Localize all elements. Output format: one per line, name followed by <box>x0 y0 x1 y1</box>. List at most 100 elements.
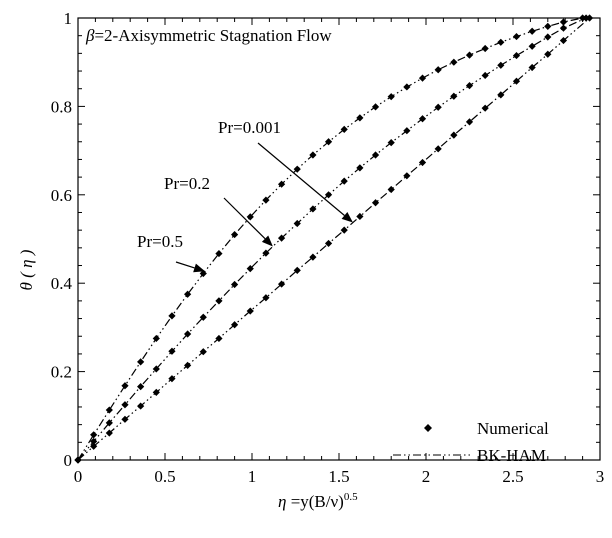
ticks-layer: 0 0.5 1 1.5 2 2.5 3 0 0.2 0.4 0.6 0.8 1 <box>51 9 605 486</box>
y-tick-label: 0.8 <box>51 97 72 116</box>
data-point <box>309 151 317 159</box>
data-point <box>371 199 380 207</box>
data-point <box>371 103 380 111</box>
x-tick-label: 1.5 <box>328 467 349 486</box>
x-tick-label: 1 <box>248 467 257 486</box>
data-point <box>356 212 364 221</box>
data-point <box>324 138 333 146</box>
annotation-label: Pr=0.2 <box>164 174 210 193</box>
data-point <box>371 151 380 159</box>
data-point <box>356 164 364 172</box>
data-point <box>403 172 411 180</box>
chart-title: β=2-Axisymmetric Stagnation Flow <box>85 26 332 45</box>
annotation-label: Pr=0.001 <box>218 118 281 137</box>
data-point <box>121 401 129 409</box>
data-point <box>450 58 458 66</box>
series-layer <box>74 14 594 464</box>
x-tick-label: 3 <box>596 467 605 486</box>
data-point <box>559 36 568 45</box>
data-point <box>293 266 301 274</box>
data-point <box>497 61 505 69</box>
x-axis-title: η =y(B/ν)0.5 <box>278 491 358 511</box>
data-point <box>481 104 489 112</box>
data-point <box>90 442 98 450</box>
legend-label-bkham: BK-HAM <box>477 446 546 465</box>
x-axis-title-main: =y(B/ν) <box>286 492 343 511</box>
data-point <box>121 415 129 423</box>
data-point <box>215 249 223 258</box>
data-point <box>465 82 474 90</box>
data-point <box>246 213 254 221</box>
data-point <box>481 44 489 53</box>
data-point <box>277 280 286 288</box>
legend-marker-numerical <box>424 424 432 432</box>
data-point <box>418 115 427 123</box>
data-point <box>231 280 239 289</box>
annotation-arrowhead <box>341 212 353 223</box>
data-point <box>512 32 521 41</box>
data-point <box>137 383 145 391</box>
data-point <box>309 253 317 261</box>
data-point <box>199 269 207 278</box>
data-point <box>231 230 239 239</box>
data-point <box>585 14 594 22</box>
series-pr-0-2 <box>74 14 590 464</box>
data-point <box>231 321 239 329</box>
data-point <box>324 239 333 248</box>
data-point <box>277 234 286 242</box>
data-point <box>512 77 521 85</box>
data-point <box>512 51 521 60</box>
x-axis-title-sup: 0.5 <box>344 491 358 503</box>
data-point <box>90 437 98 446</box>
data-point <box>262 196 270 204</box>
data-point <box>105 406 113 414</box>
y-tick-label: 0.2 <box>51 363 72 382</box>
x-tick-label: 2.5 <box>502 467 523 486</box>
data-point <box>450 131 458 139</box>
y-tick-label: 0.6 <box>51 186 72 205</box>
annotation-arrowhead <box>261 235 273 247</box>
data-point <box>465 51 474 59</box>
data-point <box>184 290 192 298</box>
data-point <box>544 33 552 41</box>
series-pr-0-5 <box>74 14 587 464</box>
annotation-arrowhead <box>193 263 206 273</box>
x-tick-label: 0.5 <box>154 467 175 486</box>
annotation-arrow <box>223 197 266 240</box>
data-point <box>199 313 207 321</box>
data-point <box>528 27 536 35</box>
data-point <box>544 50 552 58</box>
data-point <box>418 74 427 82</box>
annotation-layer: Pr=0.001 Pr=0.2 Pr=0.5 <box>137 118 353 273</box>
data-point <box>324 191 333 199</box>
data-point <box>559 18 568 26</box>
data-point <box>152 388 160 396</box>
data-point <box>105 429 113 437</box>
data-point <box>246 307 254 315</box>
data-point <box>387 185 395 194</box>
data-point <box>168 347 176 355</box>
data-point <box>262 249 270 257</box>
data-point <box>528 63 536 72</box>
data-point <box>340 125 348 133</box>
data-point <box>450 92 458 100</box>
data-point <box>434 66 442 74</box>
data-point <box>528 42 536 50</box>
data-point <box>309 205 317 213</box>
y-tick-label: 1 <box>64 9 73 28</box>
data-point <box>168 375 176 383</box>
data-point <box>403 127 411 135</box>
data-point <box>152 365 160 373</box>
data-point <box>90 431 98 439</box>
annotation-arrow <box>257 142 345 216</box>
y-tick-label: 0.4 <box>51 274 73 293</box>
data-point <box>152 334 160 343</box>
data-point <box>340 226 348 234</box>
data-point <box>497 91 505 99</box>
annotation-arrow <box>175 261 195 269</box>
data-point <box>387 93 395 101</box>
data-point <box>168 312 176 320</box>
data-point <box>137 358 145 366</box>
data-point <box>434 145 442 153</box>
